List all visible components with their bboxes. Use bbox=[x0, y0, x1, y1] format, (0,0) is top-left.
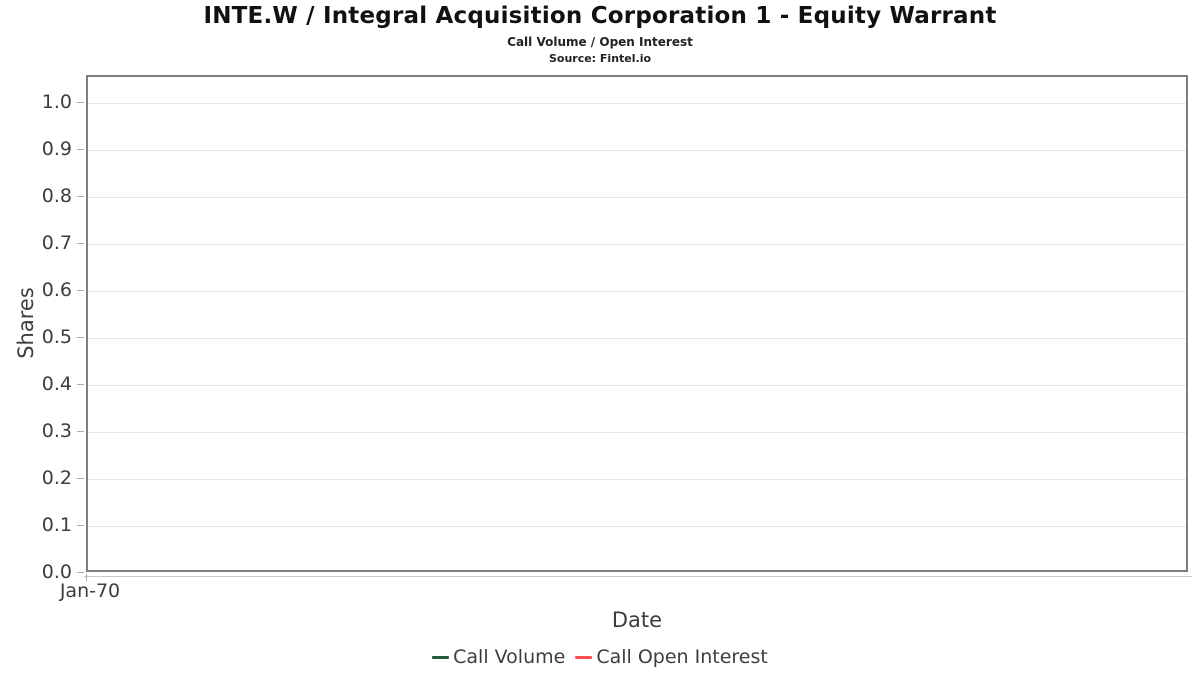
y-axis-title: Shares bbox=[14, 287, 38, 359]
gridline bbox=[88, 338, 1186, 339]
x-tick-mark bbox=[86, 574, 87, 581]
y-tick-mark bbox=[77, 196, 84, 197]
y-tick-label: 0.3 bbox=[41, 420, 72, 442]
legend: Call Volume Call Open Interest bbox=[0, 646, 1200, 668]
x-axis-line bbox=[84, 576, 1192, 577]
x-axis-title: Date bbox=[611, 608, 663, 632]
y-tick-label: 0.5 bbox=[41, 326, 72, 348]
legend-item-call-open-interest[interactable]: Call Open Interest bbox=[575, 646, 768, 668]
y-tick-label: 0.9 bbox=[41, 138, 72, 160]
gridline bbox=[88, 103, 1186, 104]
y-tick-label: 0.4 bbox=[41, 373, 72, 395]
plot-area bbox=[86, 75, 1188, 572]
y-tick-label: 0.1 bbox=[41, 514, 72, 536]
gridline bbox=[88, 244, 1186, 245]
y-tick-mark bbox=[77, 149, 84, 150]
y-tick-mark bbox=[77, 525, 84, 526]
y-tick-label: 0.2 bbox=[41, 467, 72, 489]
gridline bbox=[88, 432, 1186, 433]
legend-item-call-volume[interactable]: Call Volume bbox=[432, 646, 565, 668]
gridline bbox=[88, 150, 1186, 151]
gridline bbox=[88, 526, 1186, 527]
legend-label-call-volume: Call Volume bbox=[453, 646, 566, 668]
y-tick-label: 0.8 bbox=[41, 185, 72, 207]
y-tick-mark bbox=[77, 337, 84, 338]
y-tick-label: 1.0 bbox=[41, 91, 72, 113]
y-tick-label: 0.7 bbox=[41, 232, 72, 254]
y-tick-mark bbox=[77, 290, 84, 291]
y-tick-mark bbox=[77, 572, 84, 573]
legend-label-call-open-interest: Call Open Interest bbox=[596, 646, 768, 668]
call-volume-line-swatch bbox=[432, 655, 450, 659]
chart-source: Source: Fintel.io bbox=[548, 52, 652, 65]
gridline bbox=[88, 385, 1186, 386]
call-open-interest-line-swatch bbox=[575, 655, 593, 659]
gridline bbox=[88, 479, 1186, 480]
y-tick-mark bbox=[77, 243, 84, 244]
x-tick-label: Jan-70 bbox=[59, 580, 121, 602]
y-tick-label: 0.6 bbox=[41, 279, 72, 301]
gridline bbox=[88, 291, 1186, 292]
chart-title: INTE.W / Integral Acquisition Corporatio… bbox=[203, 3, 997, 29]
y-tick-label: 0.0 bbox=[41, 561, 72, 583]
y-tick-mark bbox=[77, 478, 84, 479]
gridline bbox=[88, 197, 1186, 198]
y-tick-mark bbox=[77, 102, 84, 103]
y-tick-mark bbox=[77, 431, 84, 432]
chart-subtitle: Call Volume / Open Interest bbox=[507, 35, 693, 49]
y-tick-mark bbox=[77, 384, 84, 385]
